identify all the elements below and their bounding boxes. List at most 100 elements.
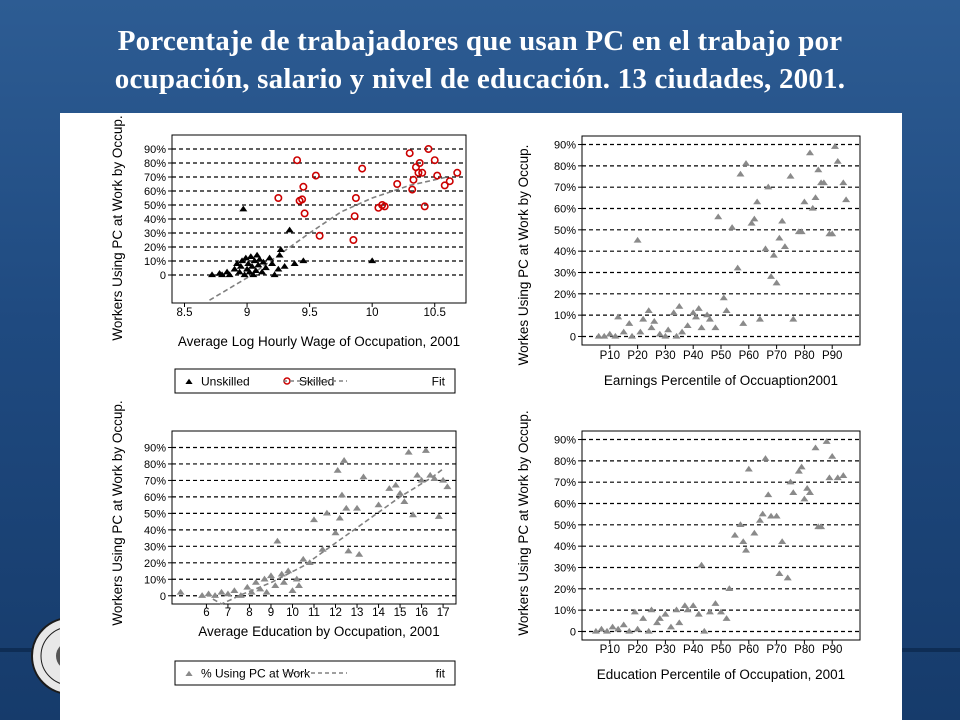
data-point — [639, 315, 648, 322]
data-point-skilled — [358, 164, 367, 173]
data-point-unskilled — [368, 257, 377, 264]
figure-svg: 0 10% 20% 30% 40% 50% 60% 70% 80% 90% 8.5 9 9.5 10 10.… — [110, 115, 861, 686]
y-tick-label: 40% — [144, 214, 166, 226]
data-point — [236, 592, 245, 598]
data-point — [761, 455, 770, 461]
data-point-unskilled — [239, 205, 248, 212]
x-tick-label: 7 — [225, 607, 231, 619]
data-point — [417, 476, 426, 483]
data-point-unskilled — [299, 257, 308, 264]
legend-wage: Unskilled Skilled Fit — [174, 368, 456, 394]
data-point — [672, 332, 681, 339]
data-point — [260, 575, 269, 582]
data-point — [786, 478, 795, 485]
data-point-skilled — [420, 202, 429, 211]
x-tick-label: P90 — [822, 644, 842, 656]
data-point — [600, 332, 609, 339]
data-point — [828, 452, 837, 459]
y-tick-label: 10% — [144, 574, 166, 586]
x-tick-label: P80 — [794, 644, 814, 656]
data-point — [783, 574, 792, 581]
data-point — [288, 587, 297, 593]
data-point — [764, 491, 773, 498]
legend-symbol-triangle — [185, 670, 193, 676]
data-point — [839, 179, 848, 186]
data-point — [817, 523, 826, 530]
y-axis-label: Workes Using PC at Work by Occup. — [516, 145, 531, 366]
data-point — [683, 606, 692, 613]
legend-label: % Using PC at Work — [201, 667, 311, 681]
data-point-unskilled — [240, 271, 249, 278]
data-point — [805, 489, 814, 496]
data-point — [789, 489, 798, 496]
data-point — [772, 512, 781, 519]
data-point — [594, 332, 603, 339]
data-point — [697, 324, 706, 331]
data-point — [619, 621, 628, 628]
data-point — [722, 307, 731, 314]
x-tick-label: P20 — [627, 350, 647, 362]
data-point — [333, 466, 342, 473]
x-tick-label: 10.5 — [424, 307, 446, 319]
data-point-unskilled — [265, 254, 274, 261]
data-point — [689, 309, 698, 316]
data-point — [603, 627, 612, 634]
data-point — [647, 324, 656, 331]
y-tick-label: 80% — [554, 161, 576, 173]
data-point — [767, 273, 776, 279]
data-point — [830, 143, 839, 149]
data-point — [385, 485, 394, 491]
data-point — [691, 313, 700, 320]
data-point — [750, 215, 759, 222]
data-point — [344, 547, 353, 554]
x-tick-label: P10 — [600, 350, 620, 362]
data-point-skilled — [409, 175, 418, 184]
data-point — [733, 264, 742, 271]
data-point — [797, 463, 806, 470]
legend-education: % Using PC at Work fit — [174, 660, 456, 686]
data-point — [647, 606, 656, 613]
data-point — [223, 590, 232, 597]
data-point-skilled — [430, 156, 439, 165]
data-point — [243, 583, 252, 590]
data-point-unskilled — [248, 263, 257, 269]
data-point — [644, 307, 653, 314]
data-point — [705, 315, 714, 322]
data-point-unskilled — [290, 260, 299, 266]
x-tick-label: 10 — [366, 307, 379, 319]
data-point — [251, 578, 260, 585]
x-tick-label: 15 — [394, 607, 407, 619]
data-point-unskilled — [259, 258, 268, 265]
y-tick-label: 80% — [144, 459, 166, 471]
data-point — [833, 474, 842, 481]
data-point — [176, 588, 185, 595]
data-point — [230, 587, 239, 593]
data-point — [747, 219, 756, 226]
data-point-unskilled — [255, 256, 264, 262]
data-point — [256, 585, 265, 592]
legend-label: Fit — [432, 375, 446, 389]
x-tick-label: 9.5 — [302, 307, 318, 319]
y-tick-label: 40% — [144, 525, 166, 537]
legend-symbol-triangle — [185, 378, 193, 384]
x-tick-label: 8.5 — [177, 307, 193, 319]
data-point — [400, 498, 409, 505]
data-point-skilled — [418, 168, 427, 177]
data-point-unskilled — [258, 268, 267, 275]
y-tick-label: 0 — [160, 270, 166, 282]
data-point — [814, 166, 823, 173]
data-point-unskilled — [225, 271, 234, 278]
data-point — [310, 516, 318, 523]
data-point-skilled — [424, 144, 433, 153]
data-point-skilled — [349, 236, 358, 245]
data-point — [753, 198, 762, 205]
x-tick-label: P50 — [711, 644, 731, 656]
y-tick-label: 10% — [144, 256, 166, 268]
x-tick-label: 6 — [203, 607, 209, 619]
data-point-skilled — [408, 185, 417, 194]
data-point — [204, 590, 213, 597]
x-tick-label: 10 — [286, 607, 299, 619]
x-axis-label: Education Percentile of Occupation, 2001 — [597, 667, 845, 682]
fit-line — [212, 468, 444, 605]
data-point — [273, 537, 282, 544]
